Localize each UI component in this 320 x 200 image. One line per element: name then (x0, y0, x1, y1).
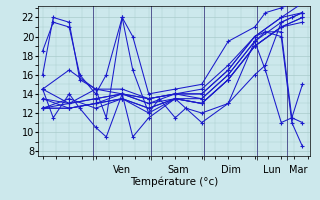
Text: Mar: Mar (289, 165, 308, 175)
X-axis label: Température (°c): Température (°c) (130, 176, 219, 187)
Text: Lun: Lun (263, 165, 281, 175)
Text: Dim: Dim (221, 165, 241, 175)
Text: Ven: Ven (113, 165, 131, 175)
Text: Sam: Sam (167, 165, 189, 175)
